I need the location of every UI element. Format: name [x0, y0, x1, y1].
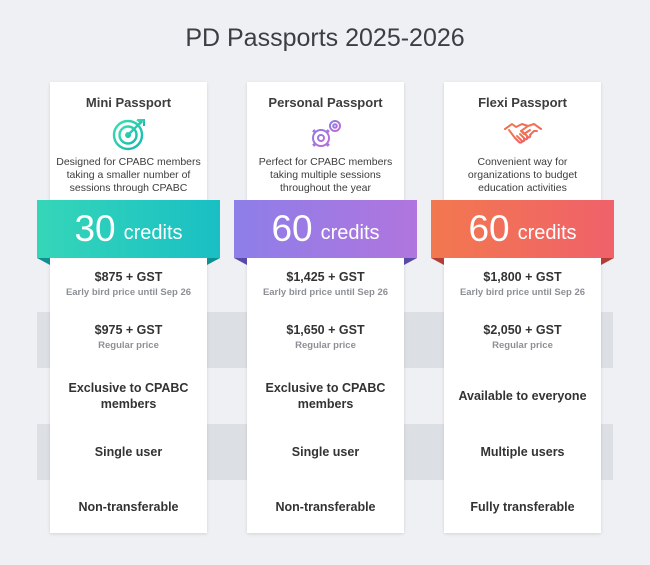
ribbon-fold-left — [37, 258, 50, 265]
early-bird-price: $875 + GST — [94, 270, 163, 284]
plan-description: Perfect for CPABC members taking multipl… — [258, 156, 393, 194]
early-bird-label: Early bird price until Sep 26 — [65, 287, 192, 298]
credits-unit: credits — [320, 222, 380, 244]
credits-ribbon: 60 credits — [431, 200, 614, 258]
ribbon-fold-right — [207, 258, 220, 265]
plan-name: Flexi Passport — [478, 95, 567, 110]
users-cell: Single user — [50, 424, 207, 480]
credits-number: 30 — [74, 208, 116, 249]
plan-card-0: Mini Passport Designed for CPABC members… — [50, 82, 207, 533]
ribbon-fold-right — [601, 258, 614, 265]
regular-price-label: Regular price — [295, 340, 356, 351]
credits-number: 60 — [271, 208, 313, 249]
regular-price: $975 + GST — [94, 323, 163, 337]
eligibility: Exclusive to CPABC members — [265, 381, 386, 411]
eligibility: Available to everyone — [458, 389, 587, 403]
transferability: Fully transferable — [470, 499, 575, 514]
regular-price-label: Regular price — [98, 340, 159, 351]
handshake-icon — [444, 116, 601, 152]
regular-price-cell: $975 + GST Regular price — [50, 323, 207, 351]
target-icon — [50, 116, 207, 152]
transfer-cell: Non-transferable — [247, 480, 404, 533]
regular-price-cell: $2,050 + GST Regular price — [444, 323, 601, 351]
plan-name: Personal Passport — [268, 95, 383, 110]
gears-icon — [247, 116, 404, 152]
users: Multiple users — [480, 445, 565, 459]
users: Single user — [291, 445, 360, 459]
transferability: Non-transferable — [275, 499, 376, 514]
ribbon-fold-left — [234, 258, 247, 265]
early-bird-cell: $1,800 + GST Early bird price until Sep … — [444, 270, 601, 298]
transfer-cell: Non-transferable — [50, 480, 207, 533]
early-bird-price: $1,800 + GST — [483, 270, 562, 284]
transferability: Non-transferable — [78, 499, 179, 514]
ribbon-fold-left — [431, 258, 444, 265]
users-cell: Multiple users — [444, 424, 601, 480]
early-bird-label: Early bird price until Sep 26 — [262, 287, 389, 298]
credits-ribbon: 60 credits — [234, 200, 417, 258]
regular-price: $1,650 + GST — [286, 323, 365, 337]
ribbon-fold-right — [404, 258, 417, 265]
eligibility-cell: Available to everyone — [438, 368, 607, 424]
early-bird-cell: $875 + GST Early bird price until Sep 26 — [50, 270, 207, 298]
plan-card-2: Flexi Passport Convenient way for organi… — [444, 82, 601, 533]
users-cell: Single user — [247, 424, 404, 480]
transfer-cell: Fully transferable — [444, 480, 601, 533]
plan-card-1: Personal Passport Perfect f — [247, 82, 404, 533]
plan-description: Designed for CPABC members taking a smal… — [56, 156, 201, 194]
users: Single user — [94, 445, 163, 459]
plan-description: Convenient way for organizations to budg… — [467, 156, 578, 194]
page-title: PD Passports 2025-2026 — [185, 24, 465, 52]
plan-name: Mini Passport — [85, 95, 172, 110]
regular-price-cell: $1,650 + GST Regular price — [247, 323, 404, 351]
credits-unit: credits — [517, 222, 577, 244]
regular-price-label: Regular price — [492, 340, 553, 351]
regular-price: $2,050 + GST — [483, 323, 562, 337]
early-bird-cell: $1,425 + GST Early bird price until Sep … — [247, 270, 404, 298]
early-bird-label: Early bird price until Sep 26 — [459, 287, 586, 298]
credits-number: 60 — [468, 208, 510, 249]
eligibility: Exclusive to CPABC members — [68, 381, 189, 411]
eligibility-cell: Exclusive to CPABC members — [247, 368, 404, 424]
credits-ribbon: 30 credits — [37, 200, 220, 258]
early-bird-price: $1,425 + GST — [286, 270, 365, 284]
eligibility-cell: Exclusive to CPABC members — [50, 368, 207, 424]
credits-unit: credits — [123, 222, 183, 244]
